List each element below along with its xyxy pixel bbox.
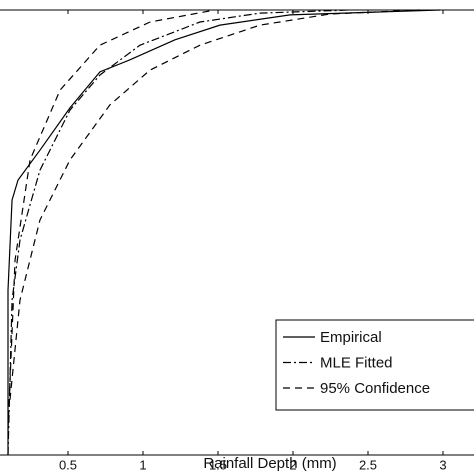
legend-box: [275, 319, 474, 411]
x-tick-label: 2: [289, 457, 296, 472]
legend-label: MLE Fitted: [320, 354, 393, 371]
x-tick-label: 1.5: [209, 457, 227, 472]
x-tick-label: 0.5: [59, 457, 77, 472]
x-axis-label: Rainfall Depth (mm): [203, 455, 336, 472]
x-tick-label: 1: [139, 457, 146, 472]
series-line: [7, 10, 211, 431]
legend: Empirical MLE Fitted 95% Confidence: [275, 319, 474, 411]
series-line: [7, 9, 441, 455]
legend-label: Empirical: [320, 329, 382, 346]
x-tick-label: 2.5: [359, 457, 377, 472]
legend-label: 95% Confidence: [320, 380, 430, 397]
x-tick-label: 3: [439, 457, 446, 472]
series-line: [7, 9, 351, 456]
